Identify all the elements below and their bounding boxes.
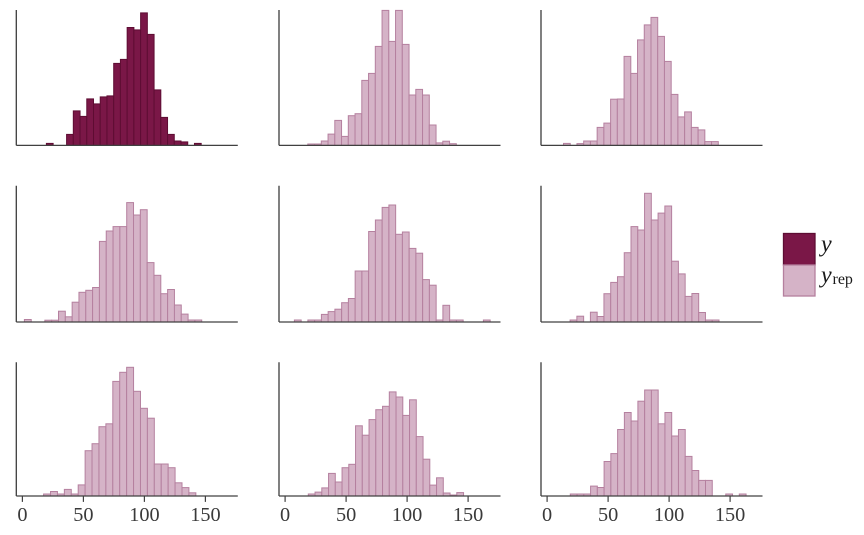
svg-text:150: 150	[453, 504, 483, 526]
svg-text:0: 0	[542, 504, 552, 526]
svg-text:y: y	[819, 263, 832, 289]
svg-text:150: 150	[715, 504, 745, 526]
svg-text:100: 100	[654, 504, 684, 526]
svg-text:100: 100	[129, 504, 159, 526]
svg-text:50: 50	[336, 504, 356, 526]
svg-text:0: 0	[280, 504, 290, 526]
svg-text:rep: rep	[833, 271, 853, 288]
svg-text:150: 150	[190, 504, 220, 526]
svg-text:50: 50	[73, 504, 93, 526]
svg-text:y: y	[819, 232, 832, 258]
svg-text:100: 100	[392, 504, 422, 526]
svg-text:50: 50	[598, 504, 618, 526]
svg-text:0: 0	[17, 504, 27, 526]
